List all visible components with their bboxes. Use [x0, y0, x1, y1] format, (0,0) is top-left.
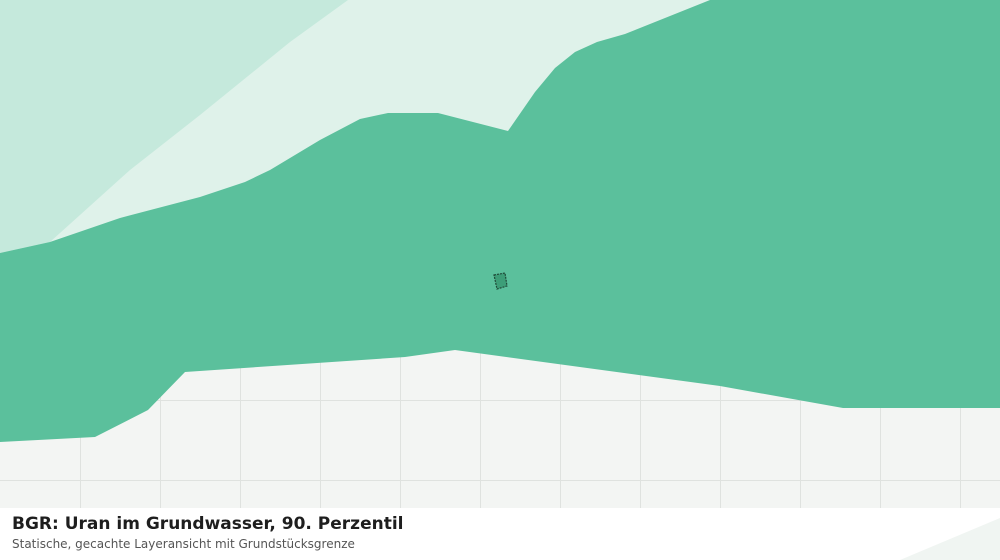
lowest-class-area: [0, 0, 348, 253]
caption-decoration: [900, 518, 1000, 560]
map-title: BGR: Uran im Grundwasser, 90. Perzentil: [12, 514, 404, 534]
caption-panel: [0, 508, 1000, 560]
high-class-area: [0, 0, 1000, 442]
map-subtitle: Statische, gecachte Layeransicht mit Gru…: [12, 537, 355, 551]
parcel-boundary: [493, 272, 508, 290]
